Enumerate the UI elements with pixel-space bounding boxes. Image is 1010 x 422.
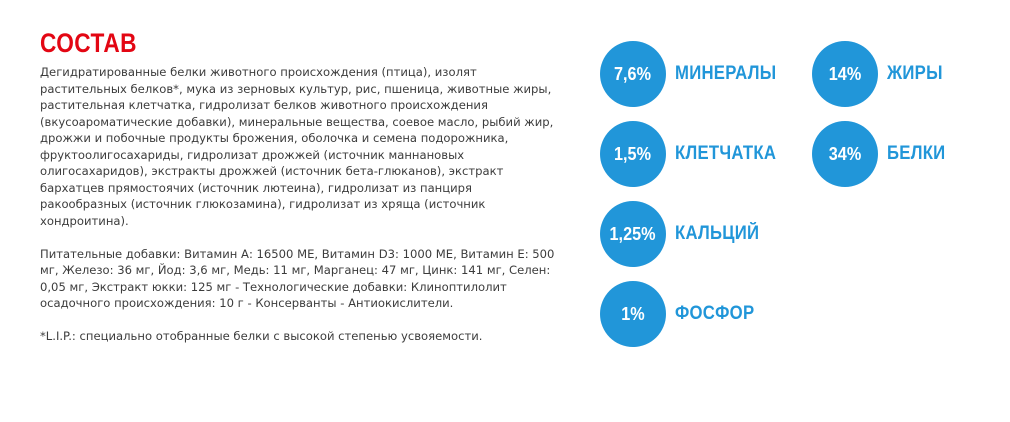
nutrient-label: БЕЛКИ [887,143,946,164]
section-title: СОСТАВ [40,28,137,58]
value-text: 34% [828,143,862,164]
nutrient-minerals: 7,6% МИНЕРАЛЫ [600,41,790,107]
value-text: 1,5% [614,143,652,164]
value-text: 14% [828,63,862,84]
nutrient-protein: 34% БЕЛКИ [812,121,953,187]
nutrient-label: КЛЕТЧАТКА [675,143,777,164]
value-badge: 1% [600,281,666,347]
value-badge: 7,6% [600,41,666,107]
nutrient-label: МИНЕРАЛЫ [675,63,777,84]
additives-paragraph: Питательные добавки: Витамин А: 16500 МЕ… [40,246,555,311]
value-badge: 1,25% [600,201,666,267]
value-badge: 14% [812,41,878,107]
value-text: 1% [621,303,645,324]
composition-text: Дегидратированные белки животного происх… [40,64,560,345]
footnote: *L.I.P.: специально отобранные белки с в… [40,329,483,343]
nutrient-calcium: 1,25% КАЛЬЦИЙ [600,201,771,267]
nutrient-label: КАЛЬЦИЙ [675,223,760,244]
value-badge: 34% [812,121,878,187]
nutrient-phosphorus: 1% ФОСФОР [600,281,765,347]
nutrient-fat: 14% ЖИРЫ [812,41,950,107]
ingredients-paragraph: Дегидратированные белки животного происх… [40,65,554,228]
nutrient-label: ФОСФОР [675,303,755,324]
nutrient-label: ЖИРЫ [887,63,943,84]
nutrient-fiber: 1,5% КЛЕТЧАТКА [600,121,790,187]
value-badge: 1,5% [600,121,666,187]
value-text: 7,6% [614,63,652,84]
value-text: 1,25% [610,223,656,244]
